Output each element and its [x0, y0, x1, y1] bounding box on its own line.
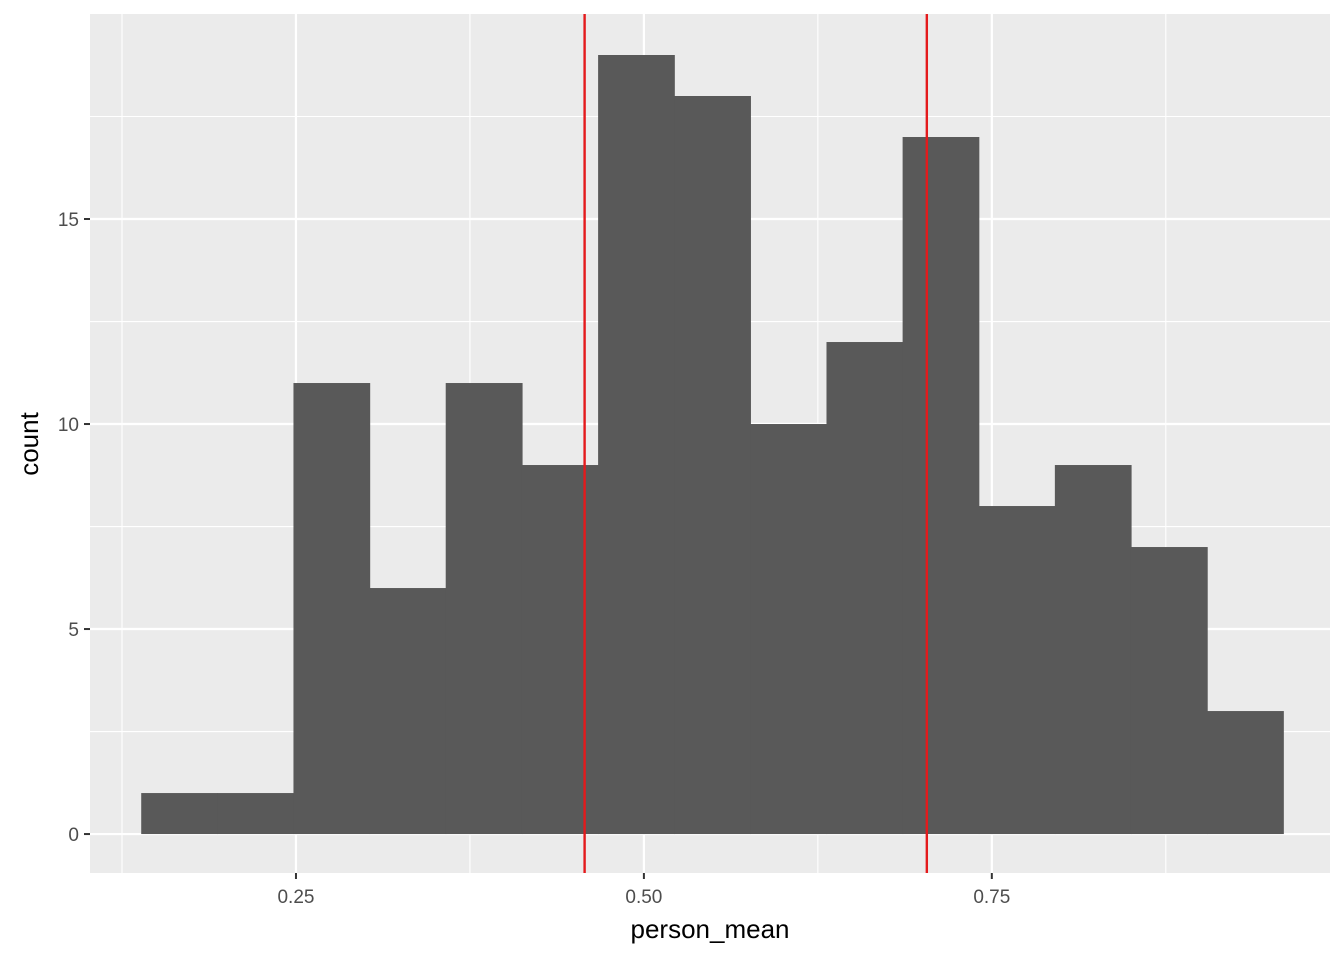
y-tick-label: 5	[68, 620, 79, 641]
x-axis: 0.25 0.50 0.75	[277, 873, 1010, 908]
histogram-bar	[369, 588, 447, 835]
y-axis: 0 5 10 15	[58, 210, 90, 846]
y-axis-title: count	[14, 411, 44, 475]
bars	[141, 55, 1284, 835]
histogram-bar	[141, 793, 218, 835]
y-tick-label: 15	[58, 210, 79, 231]
histogram-bar	[217, 793, 295, 835]
x-tick-label: 0.50	[625, 887, 662, 908]
histogram-bar	[674, 96, 751, 835]
histogram-bar	[1130, 547, 1208, 835]
x-axis-title: person_mean	[631, 914, 790, 944]
histogram-bar	[521, 465, 599, 835]
reference-lines	[583, 14, 929, 873]
histogram-bar	[293, 383, 371, 835]
histogram-bar	[750, 424, 828, 835]
histogram-bar	[445, 383, 523, 835]
x-tick-label: 0.75	[973, 887, 1010, 908]
histogram-bar	[826, 342, 904, 835]
histogram-bar	[1054, 465, 1132, 835]
histogram-bar	[598, 55, 675, 835]
histogram-bar	[902, 137, 980, 835]
y-tick-label: 0	[68, 825, 79, 846]
histogram-bar	[978, 506, 1056, 835]
histogram-bar	[1207, 711, 1284, 835]
y-tick-label: 10	[58, 415, 79, 436]
x-tick-label: 0.25	[277, 887, 314, 908]
